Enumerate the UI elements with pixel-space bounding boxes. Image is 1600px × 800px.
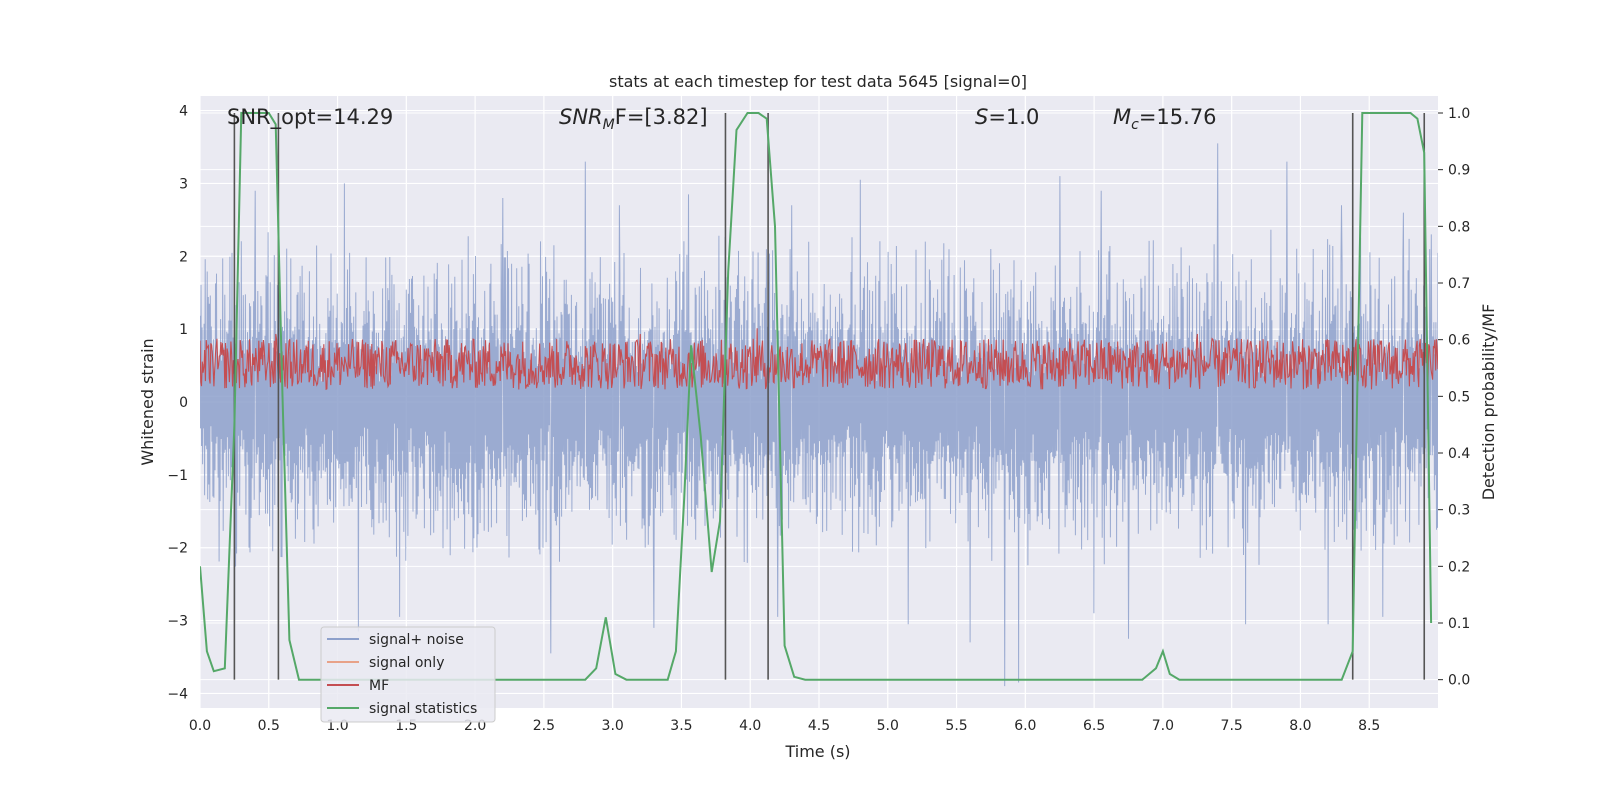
x-tick-label: 5.5	[945, 718, 967, 734]
x-tick-label: 3.5	[670, 718, 692, 734]
x-tick-label: 8.5	[1358, 718, 1380, 734]
x-tick-label: 4.0	[739, 718, 761, 734]
legend-label-mf: MF	[369, 678, 389, 694]
annotation-mc-symbol: M	[1113, 105, 1131, 129]
x-tick-label: 4.5	[808, 718, 830, 734]
y2-tick-label: 0.8	[1448, 219, 1470, 235]
y2-tick-label: 0.7	[1448, 276, 1470, 292]
x-axis-label: Time (s)	[784, 742, 850, 761]
signal-statistics-line	[200, 112, 1433, 681]
annotation-snr-mf-value: F=[3.82]	[615, 105, 708, 129]
annotation-mc: Mc=15.76	[1113, 105, 1217, 133]
annotation-s-symbol: S	[975, 105, 988, 129]
y-tick-label: 4	[179, 104, 188, 120]
y2-tick-label: 0.4	[1448, 446, 1470, 462]
y2-tick-label: 0.6	[1448, 333, 1470, 349]
x-tick-label: 8.0	[1289, 718, 1311, 734]
mf-series	[200, 328, 1438, 391]
y2-tick-label: 0.2	[1448, 559, 1470, 575]
legend-box	[320, 626, 496, 723]
annotation-mc-subscript: c	[1131, 117, 1139, 133]
y-tick-label: 2	[179, 249, 188, 265]
y2-tick-label: 0.1	[1448, 616, 1470, 632]
annotation-mc-value: =15.76	[1139, 105, 1217, 129]
x-tick-label: 6.5	[1083, 718, 1105, 734]
annotation-snr-mf: SNRMF=[3.82]	[559, 105, 708, 133]
x-tick-label: 7.0	[1152, 718, 1174, 734]
y-tick-label: −4	[167, 686, 188, 702]
y2-tick-label: 0.9	[1448, 163, 1470, 179]
x-tick-label: 2.5	[533, 718, 555, 734]
y-tick-label: −3	[167, 614, 188, 630]
x-tick-label: 7.5	[1221, 718, 1243, 734]
y-ticks: 4 3 2 1 0 −1 −2 −3 −4	[167, 104, 188, 703]
y-axis-label: Whitened strain	[138, 338, 157, 465]
y2-axis-label: Detection probability/MF	[1479, 304, 1498, 501]
chart-title: stats at each timestep for test data 564…	[609, 72, 1027, 91]
signal-statistics-series	[200, 112, 1433, 681]
y-tick-label: 3	[179, 176, 188, 192]
x-tick-label: 3.0	[602, 718, 624, 734]
y-tick-label: −1	[167, 468, 188, 484]
legend-label-signal-only: signal only	[369, 655, 444, 671]
legend-label-statistics: signal statistics	[369, 701, 477, 717]
annotation-s-value: =1.0	[988, 105, 1039, 129]
y2-tick-label: 0.3	[1448, 503, 1470, 519]
y2-ticks: 1.0 0.9 0.8 0.7 0.6 0.5 0.4 0.3 0.2 0.1 0.0	[1438, 106, 1470, 689]
legend-label-noise: signal+ noise	[369, 632, 464, 648]
x-tick-label: 6.0	[1014, 718, 1036, 734]
annotation-s: S=1.0	[975, 105, 1039, 129]
annotation-snr-mf-symbol: SNR	[559, 105, 603, 129]
x-ticks: 0.0 0.5 1.0 1.5 2.0 2.5 3.0 3.5 4.0 4.5 5.0 5.5 6.0 6…	[189, 718, 1380, 734]
y-tick-label: 1	[179, 322, 188, 338]
y2-tick-label: 0.5	[1448, 389, 1470, 405]
y2-tick-label: 1.0	[1448, 106, 1470, 122]
y-tick-label: −2	[167, 541, 188, 557]
x-tick-label: 5.0	[877, 718, 899, 734]
x-tick-label: 0.5	[258, 718, 280, 734]
annotation-snr-opt: SNR_opt=14.29	[227, 105, 393, 130]
mf-line	[200, 328, 1438, 391]
x-tick-label: 0.0	[189, 718, 211, 734]
y2-tick-label: 0.0	[1448, 673, 1470, 689]
legend: signal+ noise signal only MF signal stat…	[320, 626, 496, 723]
y-tick-label: 0	[179, 395, 188, 411]
annotation-snr-mf-subscript: M	[603, 117, 615, 133]
